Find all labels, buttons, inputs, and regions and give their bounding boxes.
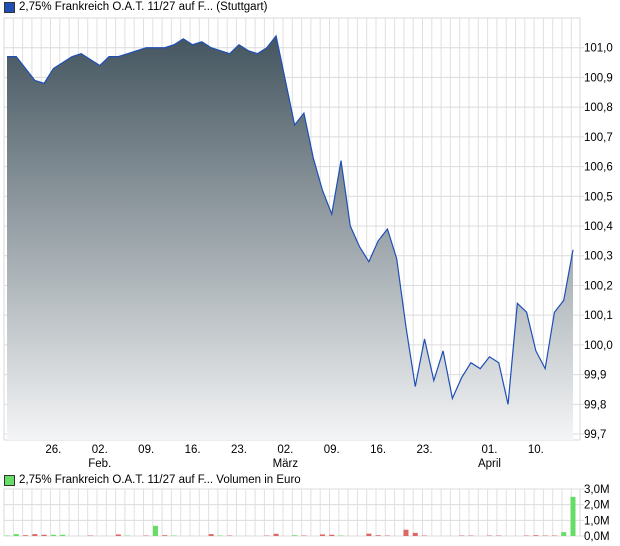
volume-bar (32, 534, 38, 536)
x-tick-label: 23. (417, 444, 433, 456)
volume-bar (412, 532, 418, 536)
x-tick-label: 09. (324, 444, 340, 456)
volume-legend: 2,75% Frankreich O.A.T. 11/27 auf F... V… (4, 474, 301, 486)
y-tick-label: 100,6 (584, 162, 613, 174)
volume-bar (273, 533, 279, 536)
volume-bar (23, 535, 29, 536)
volume-bar (152, 525, 158, 536)
y-tick-label: 99,7 (584, 429, 606, 441)
y-tick-label: 100,5 (584, 191, 613, 203)
y-tick-label: 100,8 (584, 102, 613, 114)
x-tick-label: 02. (92, 444, 108, 456)
volume-bar (50, 534, 56, 536)
price-line (7, 34, 574, 405)
x-tick-month-label: Feb. (88, 458, 111, 470)
volume-bar (41, 534, 47, 536)
volume-bar (319, 534, 325, 536)
volume-legend-swatch (4, 474, 15, 486)
price-legend-label: 2,75% Frankreich O.A.T. 11/27 auf F... (… (19, 1, 268, 13)
volume-y-tick-label: 2,0M (584, 500, 610, 512)
volume-legend-label: 2,75% Frankreich O.A.T. 11/27 auf F... V… (19, 474, 301, 486)
y-tick-label: 100,1 (584, 310, 613, 322)
volume-y-tick-label: 3,0M (584, 484, 610, 496)
volume-bar (60, 534, 66, 536)
y-tick-label: 101,0 (584, 43, 613, 55)
x-tick-month-label: März (273, 458, 299, 470)
volume-y-tick-label: 1,0M (584, 515, 610, 527)
x-tick-label: 09. (138, 444, 154, 456)
x-tick-label: 01. (481, 444, 497, 456)
y-tick-label: 100,7 (584, 132, 613, 144)
x-tick-label: 26. (45, 444, 61, 456)
price-legend-swatch (4, 1, 15, 13)
price-area (7, 35, 573, 440)
x-tick-label: 16. (370, 444, 386, 456)
volume-bar (292, 535, 298, 536)
y-tick-label: 100,2 (584, 280, 613, 292)
y-tick-label: 100,0 (584, 340, 613, 352)
volume-bar (375, 535, 381, 536)
x-tick-label: 23. (231, 444, 247, 456)
y-tick-label: 99,8 (584, 399, 606, 411)
volume-bar (366, 533, 372, 536)
volume-y-tick-label: 0,0M (584, 531, 610, 543)
y-tick-label: 100,3 (584, 251, 613, 263)
price-legend: 2,75% Frankreich O.A.T. 11/27 auf F... (… (4, 1, 267, 13)
volume-bar (208, 534, 214, 536)
volume-bar (13, 534, 19, 536)
x-tick-month-label: April (478, 458, 501, 470)
x-tick-label: 02. (277, 444, 293, 456)
volume-bar (162, 535, 168, 536)
volume-bar (533, 535, 539, 536)
volume-bar (561, 532, 567, 536)
volume-bar (570, 496, 576, 536)
volume-bar (403, 529, 409, 536)
y-tick-label: 100,4 (584, 221, 613, 233)
volume-bar (115, 534, 121, 536)
x-tick-label: 10. (528, 444, 544, 456)
y-tick-label: 100,9 (584, 72, 613, 84)
x-tick-label: 16. (185, 444, 201, 456)
y-tick-label: 99,9 (584, 370, 606, 382)
volume-bar (329, 534, 335, 536)
